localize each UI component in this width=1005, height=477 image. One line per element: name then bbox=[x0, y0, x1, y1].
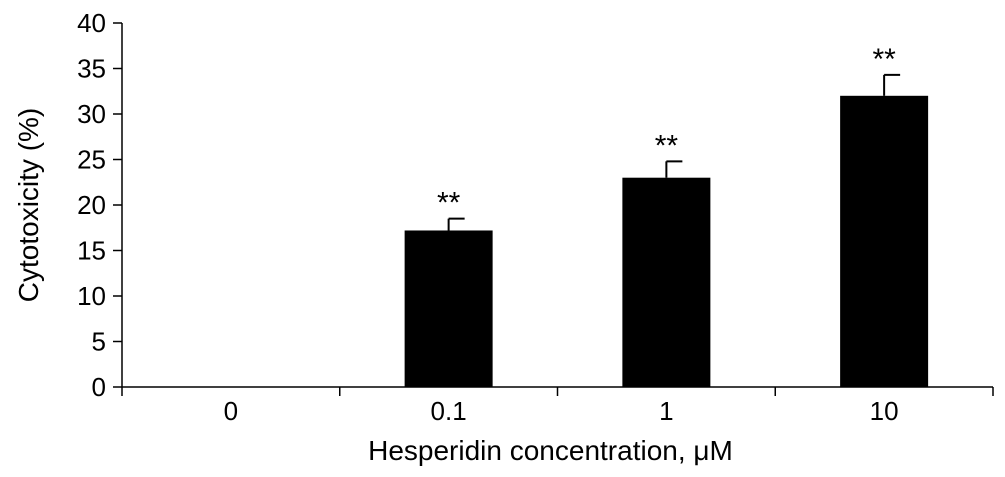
bar bbox=[840, 95, 929, 388]
bar-series bbox=[404, 95, 929, 388]
y-axis-title: Cytotoxicity (%) bbox=[13, 108, 44, 302]
y-tick-label: 35 bbox=[77, 54, 106, 84]
y-axis: 0 5 10 15 20 25 30 35 40 bbox=[77, 8, 123, 402]
significance-markers: ** ** ** bbox=[437, 43, 896, 220]
y-tick-label: 0 bbox=[92, 372, 106, 402]
y-tick-label: 10 bbox=[77, 281, 106, 311]
y-tick-label: 30 bbox=[77, 99, 106, 129]
y-tick-label: 15 bbox=[77, 236, 106, 266]
significance-marker: ** bbox=[872, 43, 896, 76]
y-tick-label: 20 bbox=[77, 190, 106, 220]
x-tick-label: 0 bbox=[224, 396, 238, 426]
x-axis-title: Hesperidin concentration, μM bbox=[368, 435, 733, 466]
bar bbox=[404, 230, 493, 387]
y-tick-label: 25 bbox=[77, 145, 106, 175]
x-tick-label: 0.1 bbox=[431, 396, 467, 426]
significance-marker: ** bbox=[437, 187, 461, 220]
y-tick-label: 40 bbox=[77, 8, 106, 38]
y-tick-label: 5 bbox=[92, 327, 106, 357]
x-axis: 0 0.1 1 10 bbox=[121, 386, 994, 426]
x-tick-label: 1 bbox=[659, 396, 673, 426]
x-tick-label: 10 bbox=[870, 396, 899, 426]
bar bbox=[622, 177, 711, 387]
significance-marker: ** bbox=[655, 129, 679, 162]
error-bars bbox=[447, 73, 901, 231]
